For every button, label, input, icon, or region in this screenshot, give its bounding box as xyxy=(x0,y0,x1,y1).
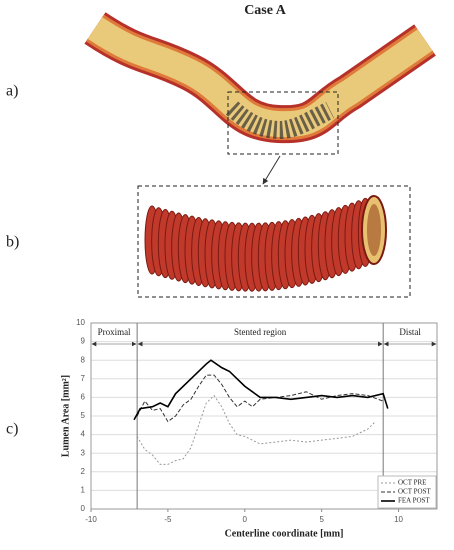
y-tick-label: 2 xyxy=(81,467,86,476)
x-tick-label: -10 xyxy=(85,515,97,524)
y-tick-label: 8 xyxy=(81,355,86,364)
zoom-arrow xyxy=(262,155,281,185)
legend-label: OCT PRE xyxy=(398,479,426,487)
series-line xyxy=(136,374,384,423)
region-label: Distal xyxy=(399,327,421,337)
y-tick-label: 9 xyxy=(81,337,86,346)
series-line xyxy=(136,394,376,465)
x-tick-label: 10 xyxy=(394,515,403,524)
panel-label: c) xyxy=(6,421,18,438)
chart: 0 1 2 3 4 5 6 7 8 9 10 -10 -5 0 5 10 Centerline coordina… xyxy=(60,318,438,539)
y-axis-label: Lumen Area [mm²] xyxy=(60,375,71,457)
plot-frame xyxy=(90,322,438,510)
y-tick-label: 0 xyxy=(81,504,86,513)
panel-label: b) xyxy=(6,234,19,251)
region-label: Proximal xyxy=(98,327,131,337)
artery-illustration xyxy=(84,12,436,144)
stent-rings xyxy=(144,195,387,292)
legend-label: OCT POST xyxy=(398,488,431,496)
x-tick-label: -5 xyxy=(164,515,172,524)
zoom-box xyxy=(137,185,411,298)
x-axis-label: Centerline coordinate [mm] xyxy=(225,528,344,539)
x-tick-label: 0 xyxy=(243,515,248,524)
ring-lumen xyxy=(367,204,381,256)
zoom-box xyxy=(227,91,339,155)
y-tick-label: 4 xyxy=(81,430,86,439)
figure-title: Case A xyxy=(244,3,287,18)
y-tick-label: 6 xyxy=(81,393,86,402)
x-tick-label: 5 xyxy=(319,515,324,524)
y-tick-label: 1 xyxy=(81,486,86,495)
y-tick-label: 7 xyxy=(81,374,86,383)
legend-label: FEA POST xyxy=(398,497,430,505)
y-tick-label: 10 xyxy=(76,318,85,327)
y-tick-label: 5 xyxy=(81,411,86,420)
panel-label: a) xyxy=(6,83,18,100)
y-tick-label: 3 xyxy=(81,448,86,457)
series-line xyxy=(133,359,389,421)
region-label: Stented region xyxy=(234,327,287,337)
